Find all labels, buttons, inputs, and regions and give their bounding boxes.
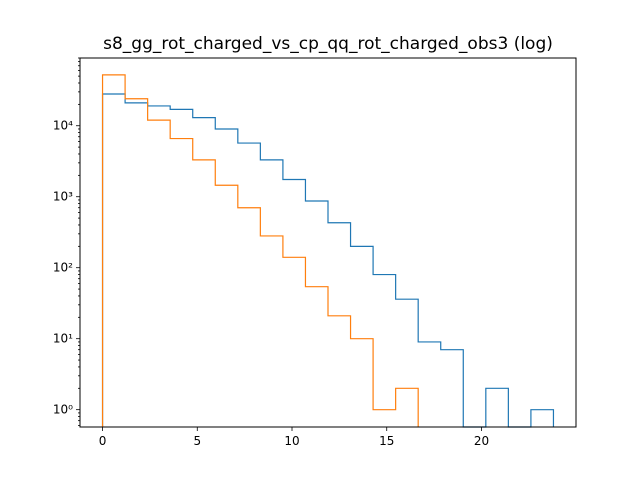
series-2-bin-2 (148, 120, 171, 427)
series-line-1 (101, 93, 555, 428)
y-axis: 10⁰ 10¹ 10² 10³ 10⁴ (53, 57, 80, 426)
x-tick-label: 15 (379, 434, 394, 448)
plot-frame (79, 57, 577, 428)
series-2-bin-8 (283, 257, 306, 427)
chart-title: s8_gg_rot_charged_vs_cp_qq_rot_charged_o… (103, 34, 553, 54)
y-tick-label: 10³ (53, 190, 73, 204)
y-tick-label: 10¹ (53, 332, 73, 346)
x-tick-label: 20 (474, 434, 489, 448)
x-tick-label: 10 (284, 434, 299, 448)
series-2-bin-1 (125, 99, 148, 427)
series-layer (101, 74, 555, 428)
x-axis: 0 5 10 15 20 (99, 427, 489, 448)
series-2-bin-10 (328, 316, 351, 427)
series-1-bin-14 (418, 342, 441, 427)
series-2-bin-11 (351, 339, 374, 427)
x-tick-label: 5 (193, 434, 201, 448)
series-1-bin-17 (486, 388, 509, 427)
series-2-bin-9 (305, 287, 328, 427)
series-1-bin-12 (373, 275, 396, 427)
y-tick-label: 10⁴ (53, 119, 73, 133)
y-tick-label: 10⁰ (53, 403, 73, 417)
series-2-bin-0 (103, 75, 126, 427)
series-2-bin-13 (396, 388, 419, 427)
series-1-bin-19 (531, 410, 554, 427)
series-1-bin-15 (441, 350, 464, 427)
series-2-bin-7 (260, 236, 283, 427)
series-2-bin-12 (373, 410, 396, 427)
series-2-bin-6 (238, 208, 261, 427)
series-2-bin-3 (170, 139, 193, 427)
series-2-bin-5 (215, 185, 238, 427)
series-line-2 (101, 74, 419, 427)
series-2-bin-4 (193, 160, 216, 427)
y-tick-label: 10² (53, 261, 73, 275)
x-tick-label: 0 (99, 434, 107, 448)
